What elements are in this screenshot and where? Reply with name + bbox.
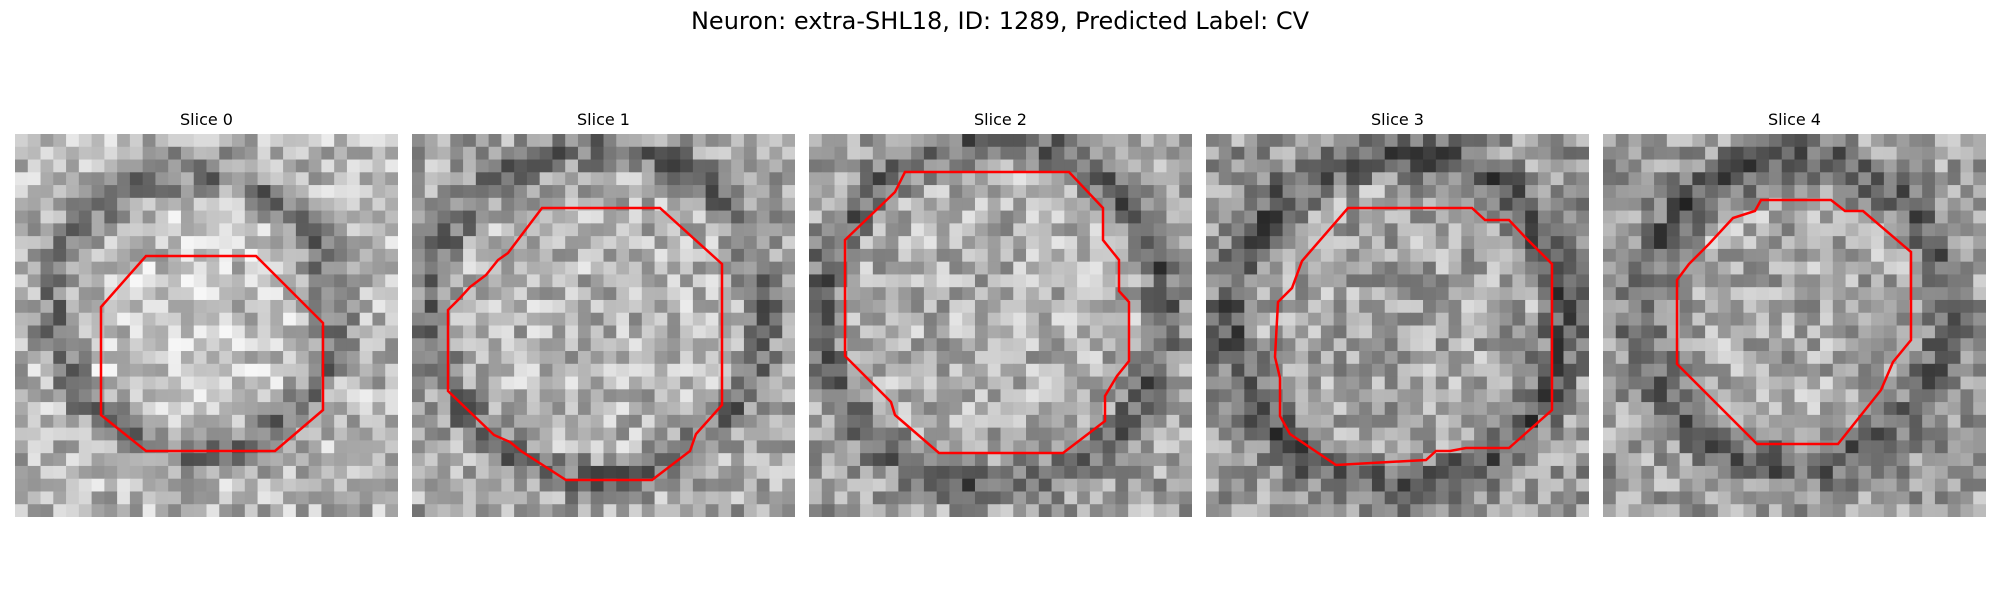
slice-image-0 xyxy=(15,134,398,517)
slice-panel-4: Slice 4 xyxy=(1603,108,1986,519)
contour-outline-4 xyxy=(1675,198,1913,446)
pixel-grid-4 xyxy=(1603,134,1986,517)
figure-title: Neuron: extra-SHL18, ID: 1289, Predicted… xyxy=(690,7,1310,35)
slice-title-4: Slice 4 xyxy=(1768,110,1821,129)
slice-title-1: Slice 1 xyxy=(577,110,630,129)
slice-title-0: Slice 0 xyxy=(180,110,233,129)
pixel-grid-0 xyxy=(15,134,398,517)
slice-image-4 xyxy=(1603,134,1986,517)
slice-panel-2: Slice 2 xyxy=(809,108,1192,519)
slice-image-1 xyxy=(412,134,795,517)
contour-outline-3 xyxy=(1273,206,1554,467)
slice-panel-3: Slice 3 xyxy=(1206,108,1589,519)
slice-title-3: Slice 3 xyxy=(1371,110,1424,129)
slice-panel-1: Slice 1 xyxy=(412,108,795,519)
slice-image-3 xyxy=(1206,134,1589,517)
contour-outline-2 xyxy=(843,170,1131,455)
pixel-grid-2 xyxy=(809,134,1192,517)
pixel-grid-1 xyxy=(412,134,795,517)
slice-title-2: Slice 2 xyxy=(974,110,1027,129)
contour-outline-1 xyxy=(446,206,724,482)
contour-outline-0 xyxy=(99,254,325,453)
pixel-grid-3 xyxy=(1206,134,1589,517)
slice-image-2 xyxy=(809,134,1192,517)
slice-panel-0: Slice 0 xyxy=(15,108,398,519)
